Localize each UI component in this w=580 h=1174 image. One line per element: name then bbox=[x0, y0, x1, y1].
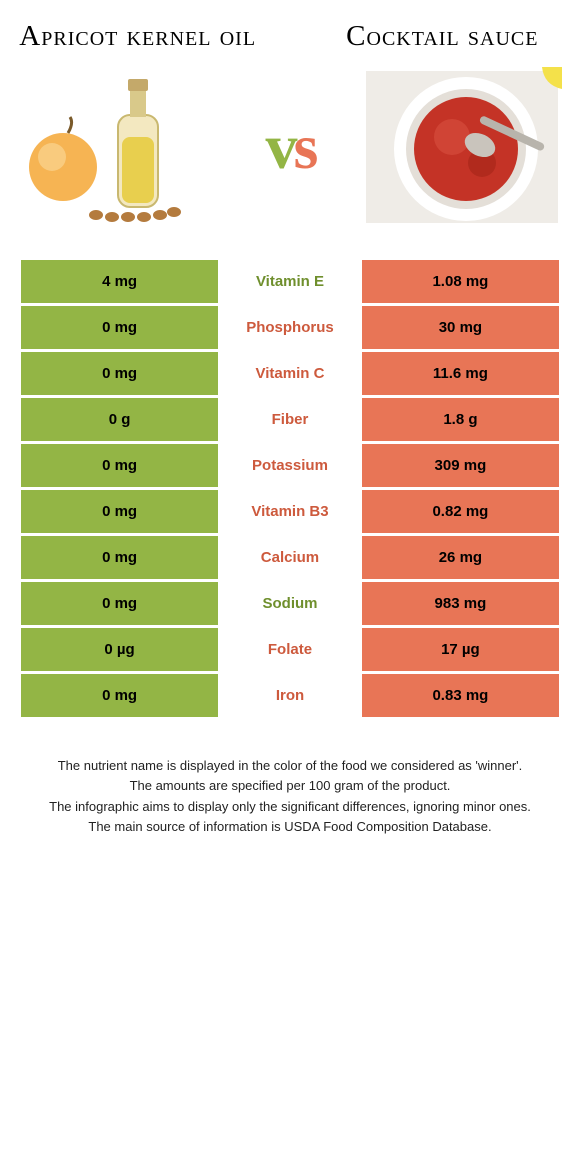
left-value: 0 mg bbox=[20, 351, 220, 397]
nutrient-name: Iron bbox=[220, 673, 361, 719]
nutrient-name: Fiber bbox=[220, 397, 361, 443]
left-food-image bbox=[18, 67, 218, 227]
right-food-title: Cocktail sauce bbox=[323, 20, 562, 53]
right-value: 26 mg bbox=[360, 535, 560, 581]
left-value: 0 mg bbox=[20, 581, 220, 627]
left-value: 0 g bbox=[20, 397, 220, 443]
nutrient-name: Vitamin E bbox=[220, 259, 361, 305]
image-row: vs bbox=[18, 67, 562, 227]
left-value: 0 mg bbox=[20, 305, 220, 351]
table-row: 0 mgVitamin C11.6 mg bbox=[20, 351, 561, 397]
nutrient-name: Sodium bbox=[220, 581, 361, 627]
left-value: 0 mg bbox=[20, 535, 220, 581]
nutrient-name: Vitamin B3 bbox=[220, 489, 361, 535]
table-row: 0 mgVitamin B30.82 mg bbox=[20, 489, 561, 535]
nutrient-name: Potassium bbox=[220, 443, 361, 489]
vs-label: vs bbox=[266, 110, 315, 184]
table-row: 0 mgPhosphorus30 mg bbox=[20, 305, 561, 351]
table-row: 0 mgCalcium26 mg bbox=[20, 535, 561, 581]
nutrient-name: Calcium bbox=[220, 535, 361, 581]
table-row: 0 gFiber1.8 g bbox=[20, 397, 561, 443]
left-value: 0 mg bbox=[20, 443, 220, 489]
right-value: 1.08 mg bbox=[360, 259, 560, 305]
right-food-image bbox=[362, 67, 562, 227]
left-value: 0 mg bbox=[20, 673, 220, 719]
table-row: 0 mgIron0.83 mg bbox=[20, 673, 561, 719]
footer-line: The infographic aims to display only the… bbox=[26, 797, 554, 817]
right-value: 17 µg bbox=[360, 627, 560, 673]
table-row: 0 mgSodium983 mg bbox=[20, 581, 561, 627]
left-value: 4 mg bbox=[20, 259, 220, 305]
header-row: Apricot kernel oil Cocktail sauce bbox=[18, 20, 562, 53]
right-value: 1.8 g bbox=[360, 397, 560, 443]
footer-line: The main source of information is USDA F… bbox=[26, 817, 554, 837]
right-value: 983 mg bbox=[360, 581, 560, 627]
left-value: 0 mg bbox=[20, 489, 220, 535]
footer-line: The amounts are specified per 100 gram o… bbox=[26, 776, 554, 796]
table-row: 0 µgFolate17 µg bbox=[20, 627, 561, 673]
table-row: 0 mgPotassium309 mg bbox=[20, 443, 561, 489]
nutrient-name: Vitamin C bbox=[220, 351, 361, 397]
right-value: 309 mg bbox=[360, 443, 560, 489]
left-food-title: Apricot kernel oil bbox=[18, 20, 257, 53]
right-value: 0.83 mg bbox=[360, 673, 560, 719]
nutrient-name: Folate bbox=[220, 627, 361, 673]
right-value: 11.6 mg bbox=[360, 351, 560, 397]
right-value: 30 mg bbox=[360, 305, 560, 351]
right-value: 0.82 mg bbox=[360, 489, 560, 535]
nutrient-name: Phosphorus bbox=[220, 305, 361, 351]
left-value: 0 µg bbox=[20, 627, 220, 673]
footer-line: The nutrient name is displayed in the co… bbox=[26, 756, 554, 776]
table-row: 4 mgVitamin E1.08 mg bbox=[20, 259, 561, 305]
nutrient-table: 4 mgVitamin E1.08 mg0 mgPhosphorus30 mg0… bbox=[18, 257, 562, 720]
footer-notes: The nutrient name is displayed in the co… bbox=[18, 756, 562, 837]
